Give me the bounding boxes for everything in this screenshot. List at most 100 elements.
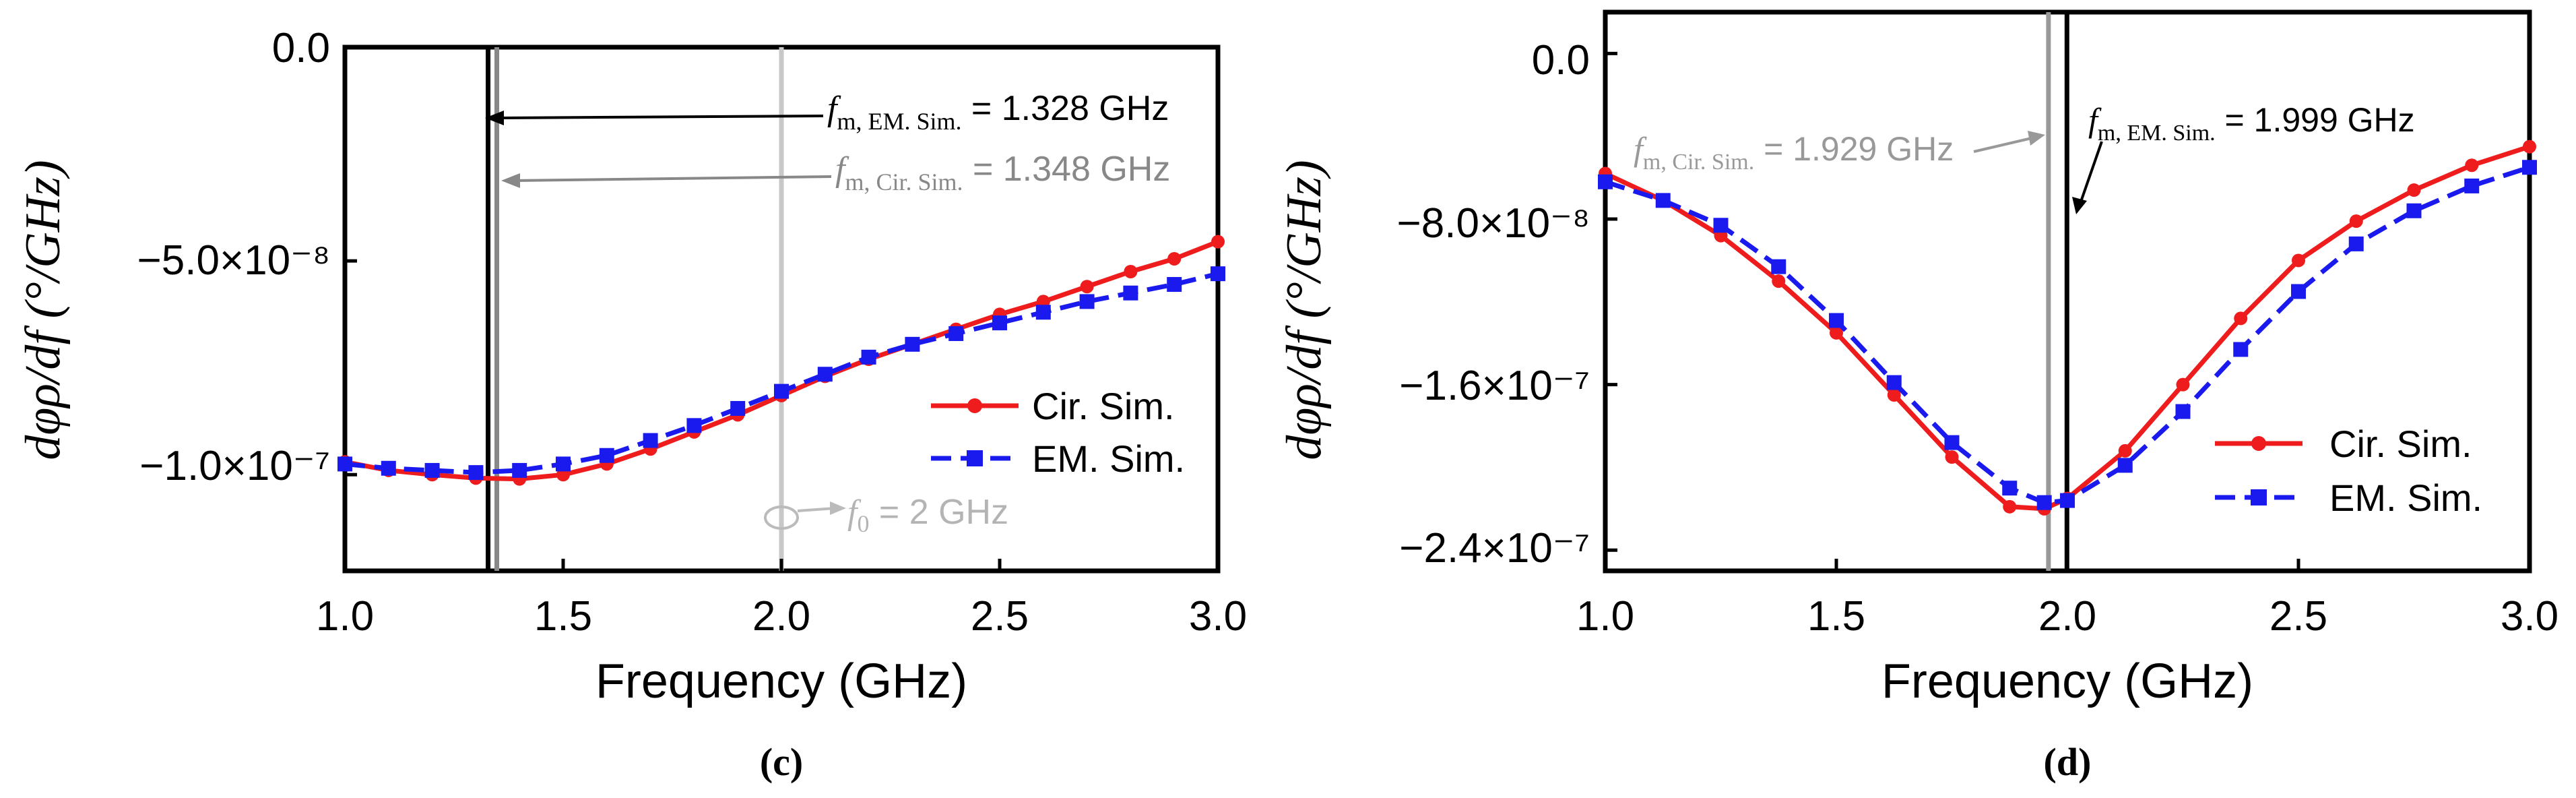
chart-d-point-cir-sim <box>1830 326 1843 340</box>
chart-d-arrowhead-em <box>2072 197 2087 214</box>
chart-d-annotation-fm-cir: fm, Cir. Sim. = 1.929 GHz <box>1634 130 1954 175</box>
chart-c-point-em-sim <box>512 462 527 478</box>
chart-d-legend-marker-em <box>2251 489 2267 505</box>
chart-c-point-em-sim <box>1035 305 1051 320</box>
chart-d-point-em-sim <box>1771 259 1786 274</box>
chart-c-point-em-sim <box>1123 285 1138 301</box>
chart-c-arrow-f0 <box>797 507 836 512</box>
chart-c-arrowhead-em <box>485 111 504 125</box>
chart-c-point-em-sim <box>774 383 789 399</box>
chart-d-xtick-label: 1.5 <box>1807 593 1865 640</box>
chart-d-point-cir-sim <box>2407 183 2421 197</box>
chart-c-xtick-label: 2.0 <box>752 593 810 640</box>
chart-c-point-em-sim <box>1211 266 1225 282</box>
chart-d-xtick-label: 3.0 <box>2501 593 2558 640</box>
chart-c-point-em-sim <box>1079 294 1095 309</box>
chart-d-point-cir-sim <box>2118 443 2132 458</box>
chart-d-point-cir-sim <box>2003 499 2017 514</box>
chart-c-marker-lines <box>486 47 784 571</box>
chart-c-xtick-label: 3.0 <box>1189 593 1247 640</box>
chart-c-annotation-fm-cir: fm, Cir. Sim. = 1.348 GHz <box>835 150 1170 195</box>
chart-c-point-em-sim <box>905 336 920 352</box>
chart-c-point-em-sim <box>861 349 876 365</box>
chart-c-point-em-sim <box>599 448 614 463</box>
chart-c-point-em-sim <box>1167 277 1182 293</box>
chart-d-y-axis-label: dφρ/df (°/GHz) <box>1277 160 1332 460</box>
chart-d-series-line-em-sim <box>1604 164 2531 505</box>
chart-d-legend-label-cir: Cir. Sim. <box>2329 423 2472 465</box>
chart-d-point-cir-sim <box>2349 214 2363 228</box>
chart-c-ytick-label: −1.0×10⁻⁷ <box>139 443 330 489</box>
chart-d: 1.0 1.5 2.0 2.5 3.0 0.0 −8.0×10⁻⁸ −1.6×1… <box>1277 9 2558 784</box>
chart-d-ytick-label: −2.4×10⁻⁷ <box>1399 525 1590 572</box>
chart-d-point-cir-sim <box>2292 253 2305 268</box>
chart-d-point-cir-sim <box>1772 274 1786 288</box>
chart-d-point-em-sim <box>2060 493 2075 508</box>
chart-d-point-em-sim <box>2464 178 2480 193</box>
chart-d-point-em-sim <box>1944 435 1960 450</box>
chart-c-point-em-sim <box>337 456 352 472</box>
chart-c-point-cir-sim <box>1080 280 1094 294</box>
chart-c-xtick-label: 1.5 <box>534 593 592 640</box>
chart-c-point-em-sim <box>686 418 702 433</box>
chart-c-f0-circle <box>764 505 799 530</box>
chart-c-point-em-sim <box>556 456 571 472</box>
chart-c-point-em-sim <box>817 367 833 382</box>
chart-c-point-em-sim <box>381 460 396 476</box>
chart-d-legend: Cir. Sim. EM. Sim. <box>2215 423 2482 519</box>
chart-c-ytick-label: −5.0×10⁻⁸ <box>137 237 330 284</box>
chart-d-point-em-sim <box>2406 203 2422 218</box>
chart-d-point-em-sim <box>1655 193 1671 208</box>
chart-d-arrow-cir <box>1973 136 2035 153</box>
chart-c-legend: Cir. Sim. EM. Sim. <box>931 385 1185 480</box>
chart-d-xtick-label: 2.0 <box>2038 593 2096 640</box>
chart-d-annotation-arrows <box>1973 131 2103 214</box>
chart-d-point-em-sim <box>1886 375 1902 390</box>
chart-d-series <box>1598 140 2537 516</box>
chart-d-ytick-label: −8.0×10⁻⁸ <box>1397 200 1590 247</box>
chart-d-point-em-sim <box>2175 404 2191 419</box>
chart-d-arrowhead-cir <box>2028 131 2045 146</box>
chart-d-legend-marker-cir <box>2251 436 2266 451</box>
chart-c-point-em-sim <box>468 465 484 481</box>
chart-c-ytick-label: 0.0 <box>272 25 330 71</box>
chart-c-legend-label-cir: Cir. Sim. <box>1032 385 1175 427</box>
chart-d-point-em-sim <box>2522 160 2537 175</box>
chart-c-annotation-fm-em: fm, EM. Sim. = 1.328 GHz <box>827 89 1169 135</box>
chart-c-point-em-sim <box>424 462 440 478</box>
chart-c: 1.0 1.5 2.0 2.5 3.0 0.0 −5.0×10⁻⁸ −1.0×1… <box>15 25 1247 784</box>
chart-c-point-em-sim <box>643 433 658 448</box>
chart-d-point-em-sim <box>2233 342 2249 357</box>
chart-d-xtick-label: 1.0 <box>1576 593 1634 640</box>
chart-c-annotation-f0: f0 = 2 GHz <box>847 493 1008 537</box>
chart-d-point-em-sim <box>1713 218 1729 233</box>
chart-c-series <box>337 235 1225 486</box>
chart-c-point-em-sim <box>992 315 1007 331</box>
chart-d-xtick-label: 2.5 <box>2269 593 2327 640</box>
chart-c-arrowhead-f0 <box>830 501 846 515</box>
chart-d-ytick-label: 0.0 <box>1532 37 1590 84</box>
chart-c-point-em-sim <box>730 400 746 416</box>
chart-d-marker-lines <box>2046 12 2069 571</box>
chart-d-point-cir-sim <box>2523 140 2536 154</box>
chart-d-legend-label-em: EM. Sim. <box>2329 477 2482 519</box>
chart-c-legend-marker-em <box>967 450 983 466</box>
chart-d-caption: (d) <box>2044 740 2092 784</box>
chart-d-ytick-label: −1.6×10⁻⁷ <box>1399 363 1590 409</box>
chart-d-arrow-em <box>2079 141 2103 204</box>
chart-d-point-em-sim <box>1598 174 1613 189</box>
chart-c-ticks <box>343 45 1220 571</box>
chart-d-ticks <box>1603 51 2532 571</box>
chart-d-point-em-sim <box>2291 284 2306 299</box>
chart-d-annotation-fm-em: fm, EM. Sim. = 1.999 GHz <box>2088 101 2415 146</box>
chart-d-point-cir-sim <box>2234 311 2248 326</box>
chart-d-point-em-sim <box>2117 458 2133 473</box>
chart-c-y-axis-label: dφρ/df (°/GHz) <box>15 160 71 460</box>
chart-d-point-em-sim <box>2002 481 2018 496</box>
chart-c-x-axis-label: Frequency (GHz) <box>595 654 967 708</box>
chart-c-point-cir-sim <box>1124 265 1138 278</box>
chart-d-point-cir-sim <box>1945 450 1959 464</box>
chart-c-legend-label-em: EM. Sim. <box>1032 437 1185 480</box>
chart-c-arrow-cir <box>511 175 832 182</box>
chart-d-point-cir-sim <box>2176 377 2190 392</box>
